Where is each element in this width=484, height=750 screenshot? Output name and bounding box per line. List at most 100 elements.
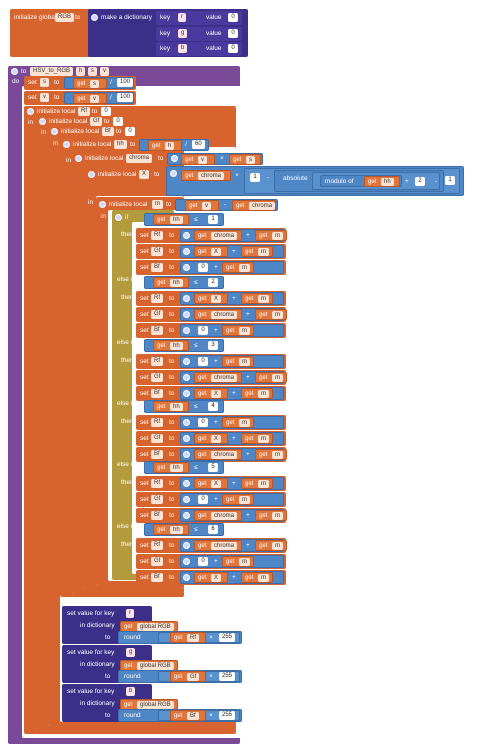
set-var[interactable]: Rf [151, 541, 163, 550]
num-condition[interactable]: 5 [208, 463, 218, 472]
num-condition[interactable]: 4 [208, 402, 218, 411]
get-m-block[interactable]: get m [241, 388, 273, 399]
gear-icon[interactable] [183, 480, 190, 487]
get-x-block[interactable]: get X [194, 572, 228, 583]
key-g[interactable]: g [126, 648, 136, 657]
pair-value-r[interactable]: 0 [228, 13, 238, 22]
get-chroma-block[interactable]: get chroma [194, 449, 242, 460]
get-x-block[interactable]: get X [194, 388, 228, 399]
get-m-block[interactable]: get m [255, 372, 287, 383]
get-m-block[interactable]: get m [241, 246, 273, 257]
gear-icon[interactable] [183, 451, 190, 458]
num-60[interactable]: 60 [192, 140, 205, 149]
gear-icon[interactable] [91, 14, 98, 21]
gear-icon[interactable] [183, 574, 190, 581]
pair-value-g[interactable]: 0 [228, 29, 238, 38]
gear-icon[interactable] [183, 327, 190, 334]
local-var-x[interactable]: X [139, 170, 150, 179]
pair-key-r[interactable]: r [178, 13, 186, 22]
get-m-block[interactable]: get m [222, 556, 254, 567]
num-condition[interactable]: 1 [208, 215, 218, 224]
num-0[interactable]: 0 [198, 418, 208, 427]
num-condition[interactable]: 3 [208, 341, 218, 350]
get-hh-block[interactable]: get hh [153, 462, 189, 473]
pair-block-r[interactable] [156, 11, 242, 25]
key-r[interactable]: r [126, 609, 134, 618]
gear-icon[interactable] [51, 128, 58, 135]
get-hh-block[interactable]: get hh [153, 277, 189, 288]
get-hh-block[interactable]: get hh [153, 524, 189, 535]
gear-icon[interactable] [183, 435, 190, 442]
gear-icon[interactable] [115, 214, 122, 221]
get-m-block[interactable]: get m [222, 325, 254, 336]
local-var-bf[interactable]: Bf [102, 127, 114, 136]
gear-icon[interactable] [183, 390, 190, 397]
proc-param-v[interactable]: v [100, 67, 109, 76]
pair-value-b[interactable]: 0 [228, 44, 238, 53]
get-hh-block[interactable]: get hh [153, 340, 189, 351]
num-0[interactable]: 0 [198, 263, 208, 272]
gear-icon[interactable] [183, 512, 190, 519]
get-m-block[interactable]: get m [241, 293, 273, 304]
set-var[interactable]: Gf [151, 557, 164, 566]
get-chroma-block[interactable]: get chroma [194, 230, 242, 241]
get-m-block[interactable]: get m [255, 309, 287, 320]
get-gf-block[interactable]: get Gf [170, 671, 206, 682]
num-0[interactable]: 0 [198, 557, 208, 566]
get-m-block[interactable]: get m [255, 449, 287, 460]
gear-icon[interactable] [27, 108, 34, 115]
set-var-v[interactable]: v [40, 93, 49, 102]
gear-icon[interactable] [170, 170, 177, 177]
get-m-block[interactable]: get m [222, 417, 254, 428]
local-var-m[interactable]: m [152, 200, 163, 209]
set-var[interactable]: Bf [151, 450, 163, 459]
gear-icon[interactable] [99, 201, 106, 208]
pair-key-g[interactable]: g [178, 29, 188, 38]
gear-icon[interactable] [183, 542, 190, 549]
get-m-block[interactable]: get m [241, 572, 273, 583]
get-x-block[interactable]: get X [194, 246, 228, 257]
set-var[interactable]: Rf [151, 294, 163, 303]
num-0[interactable]: 0 [113, 117, 123, 126]
get-m-block[interactable]: get m [222, 356, 254, 367]
get-m-block[interactable]: get m [255, 510, 287, 521]
gear-icon[interactable] [183, 295, 190, 302]
local-var-gf[interactable]: Gf [90, 117, 103, 126]
gear-icon[interactable] [171, 155, 178, 162]
gear-icon[interactable] [183, 374, 190, 381]
gear-icon[interactable] [183, 558, 190, 565]
num-255[interactable]: 255 [219, 711, 236, 720]
num-2[interactable]: 2 [415, 177, 425, 186]
gear-icon[interactable] [63, 141, 70, 148]
global-init-block[interactable] [10, 9, 92, 57]
gear-icon[interactable] [11, 68, 18, 75]
gear-icon[interactable] [183, 232, 190, 239]
gear-icon[interactable] [183, 358, 190, 365]
proc-name[interactable]: HSV_to_RGB [30, 67, 74, 76]
get-chroma-block[interactable]: get chroma [194, 309, 242, 320]
get-chroma-block[interactable]: get chroma [194, 540, 242, 551]
num-1[interactable]: 1 [445, 176, 455, 185]
set-var[interactable]: Gf [151, 247, 164, 256]
num-0[interactable]: 0 [198, 357, 208, 366]
gear-icon[interactable] [88, 171, 95, 178]
num-100[interactable]: 100 [117, 93, 134, 102]
gear-icon[interactable] [183, 264, 190, 271]
get-hh-block[interactable]: get hh [364, 176, 400, 187]
get-chroma-block[interactable]: get chroma [232, 200, 276, 211]
set-var[interactable]: Gf [151, 434, 164, 443]
pair-block-b[interactable] [156, 42, 242, 56]
get-hh-block[interactable]: get hh [153, 401, 189, 412]
get-h-block[interactable]: get h [148, 140, 182, 151]
get-m-block[interactable]: get m [241, 433, 273, 444]
set-var[interactable]: Rf [151, 231, 163, 240]
get-chroma-block[interactable]: get chroma [194, 372, 242, 383]
num-condition[interactable]: 6 [208, 525, 218, 534]
get-chroma-block[interactable]: get chroma [194, 510, 242, 521]
pair-block-g[interactable] [156, 27, 242, 41]
get-m-block[interactable]: get m [241, 478, 273, 489]
local-var-hh[interactable]: hh [114, 140, 127, 149]
gear-icon[interactable] [183, 496, 190, 503]
global-var-name[interactable]: RGB [55, 13, 75, 22]
gear-icon[interactable] [39, 118, 46, 125]
